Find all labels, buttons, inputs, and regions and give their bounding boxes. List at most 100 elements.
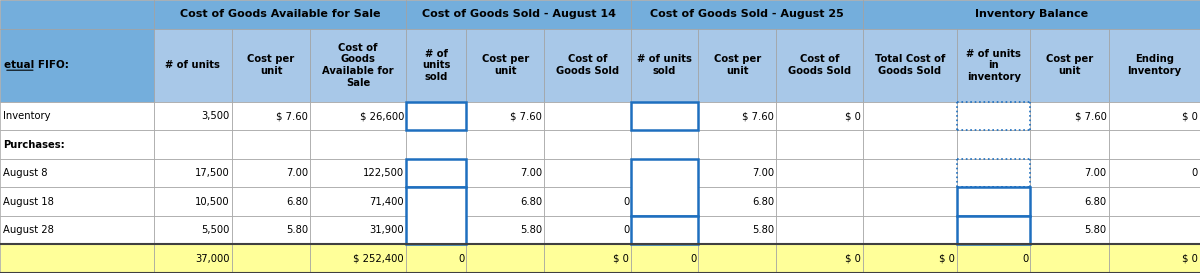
Bar <box>232 245 310 273</box>
Text: # of units
sold: # of units sold <box>637 54 692 76</box>
Bar <box>545 159 631 188</box>
Bar <box>310 245 406 273</box>
Text: $ 0: $ 0 <box>613 254 629 264</box>
Text: Cost per
unit: Cost per unit <box>1046 54 1093 76</box>
Bar <box>466 188 545 216</box>
Bar <box>698 245 776 273</box>
Bar <box>154 245 232 273</box>
Bar <box>698 28 776 102</box>
Text: $ 7.60: $ 7.60 <box>510 111 542 121</box>
Bar <box>956 188 1031 216</box>
Text: 7.00: 7.00 <box>520 168 542 178</box>
Bar <box>698 159 776 188</box>
Text: August 18: August 18 <box>2 197 54 207</box>
Bar <box>698 102 776 130</box>
Text: Cost of
Goods Sold: Cost of Goods Sold <box>556 54 619 76</box>
Bar <box>154 188 232 216</box>
Text: # of
units
sold: # of units sold <box>422 49 450 82</box>
Bar <box>154 130 232 159</box>
Text: 6.80: 6.80 <box>520 197 542 207</box>
Bar <box>1031 130 1109 159</box>
Text: 7.00: 7.00 <box>1085 168 1106 178</box>
Bar <box>545 28 631 102</box>
Bar <box>776 28 863 102</box>
Text: $ 0: $ 0 <box>940 254 955 264</box>
Bar <box>406 28 466 102</box>
Bar <box>776 245 863 273</box>
Text: Cost per
unit: Cost per unit <box>247 54 295 76</box>
Text: $ 0: $ 0 <box>1182 254 1198 264</box>
Bar <box>232 159 310 188</box>
Bar <box>863 102 956 130</box>
Bar <box>1031 188 1109 216</box>
Text: 5.80: 5.80 <box>752 225 774 235</box>
Text: 6.80: 6.80 <box>1085 197 1106 207</box>
Text: 7.00: 7.00 <box>752 168 774 178</box>
Text: 31,900: 31,900 <box>370 225 404 235</box>
Text: $ 252,400: $ 252,400 <box>353 254 404 264</box>
Bar <box>776 102 863 130</box>
Bar <box>956 159 1031 188</box>
Bar <box>631 28 698 102</box>
Bar <box>154 102 232 130</box>
Bar <box>310 130 406 159</box>
Bar <box>406 159 466 188</box>
Text: 7.00: 7.00 <box>286 168 308 178</box>
Text: # of units: # of units <box>166 60 221 70</box>
Text: Cost of Goods Available for Sale: Cost of Goods Available for Sale <box>180 9 380 19</box>
Bar <box>406 130 466 159</box>
Text: 5.80: 5.80 <box>520 225 542 235</box>
Text: Cost per
unit: Cost per unit <box>481 54 529 76</box>
Bar <box>0 159 154 188</box>
Bar <box>310 159 406 188</box>
Bar <box>545 102 631 130</box>
Text: $ 7.60: $ 7.60 <box>1075 111 1106 121</box>
Bar <box>863 245 956 273</box>
Bar <box>406 102 466 130</box>
Bar <box>956 102 1031 130</box>
Bar <box>466 28 545 102</box>
Bar <box>406 102 466 130</box>
Bar <box>310 102 406 130</box>
Text: $ 0: $ 0 <box>1182 111 1198 121</box>
Bar <box>1031 28 1109 102</box>
Text: etual FIFO:: etual FIFO: <box>4 60 68 70</box>
Text: 6.80: 6.80 <box>286 197 308 207</box>
Bar <box>406 0 631 28</box>
Bar <box>466 216 545 245</box>
Text: Inventory Balance: Inventory Balance <box>976 9 1088 19</box>
Bar <box>232 188 310 216</box>
Bar <box>956 216 1031 245</box>
Bar <box>1031 216 1109 245</box>
Bar <box>631 159 698 216</box>
Bar <box>956 28 1031 102</box>
Bar <box>310 188 406 216</box>
Bar <box>1031 102 1109 130</box>
Text: 0: 0 <box>458 254 464 264</box>
Text: 0: 0 <box>1022 254 1028 264</box>
Text: Cost of
Goods Sold: Cost of Goods Sold <box>788 54 851 76</box>
Bar <box>1109 159 1200 188</box>
Bar <box>466 102 545 130</box>
Bar <box>0 28 154 102</box>
Bar <box>1109 216 1200 245</box>
Text: 5.80: 5.80 <box>286 225 308 235</box>
Text: August 8: August 8 <box>2 168 48 178</box>
Bar <box>776 130 863 159</box>
Text: August 28: August 28 <box>2 225 54 235</box>
Bar <box>863 216 956 245</box>
Text: $ 0: $ 0 <box>845 111 862 121</box>
Bar <box>956 188 1031 216</box>
Text: 122,500: 122,500 <box>362 168 404 178</box>
Bar <box>631 245 698 273</box>
Text: # of units
in
inventory: # of units in inventory <box>966 49 1021 82</box>
Bar <box>631 188 698 216</box>
Bar <box>698 130 776 159</box>
Bar <box>776 216 863 245</box>
Bar <box>0 245 154 273</box>
Bar <box>631 216 698 245</box>
Bar <box>0 102 154 130</box>
Text: 0: 0 <box>623 197 629 207</box>
Bar <box>776 188 863 216</box>
Bar <box>0 216 154 245</box>
